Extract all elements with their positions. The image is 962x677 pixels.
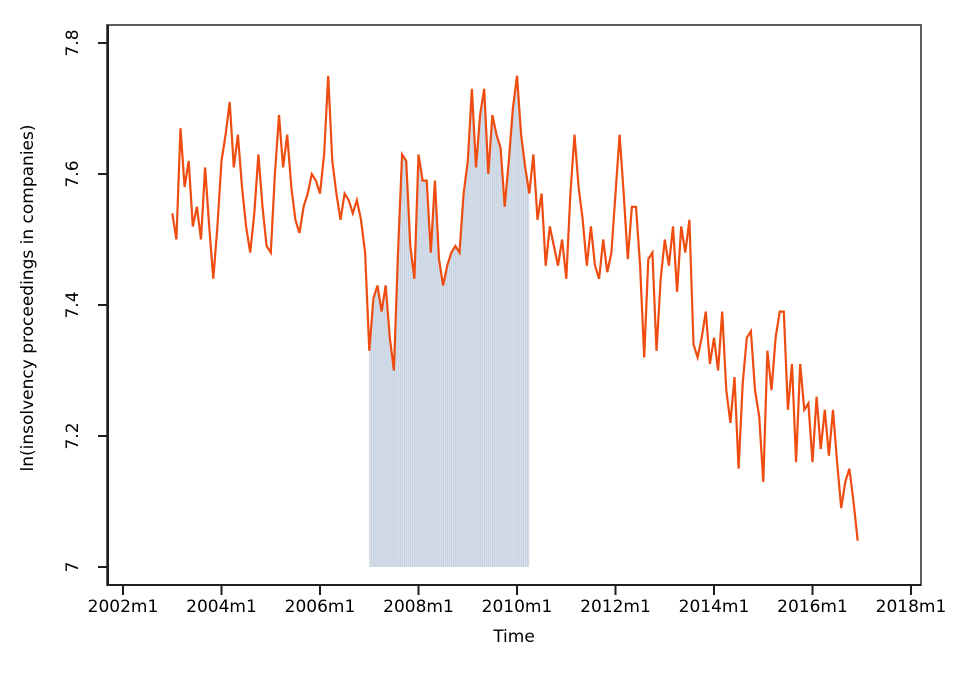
x-tick-label: 2010m1	[482, 597, 553, 617]
insolvency-line-series	[171, 75, 859, 541]
y-tick-label: 7.2	[63, 422, 83, 449]
x-axis-ticks: 2002m1 2004m1 2006m1 2008m1 2010m1 2012m1 2014…	[88, 586, 947, 617]
y-tick-label: 7	[63, 562, 83, 573]
y-tick-label: 7.8	[63, 29, 83, 56]
x-axis-title: Time	[492, 627, 535, 647]
y-axis-title: ln(insolvency proceedings in companies)	[18, 125, 38, 472]
x-tick-label: 2004m1	[186, 597, 257, 617]
crisis-shaded-region	[369, 75, 530, 568]
x-tick-label: 2008m1	[383, 597, 454, 617]
y-axis-ticks: 7 7.2 7.4 7.6 7.8	[63, 29, 107, 572]
x-tick-label: 2002m1	[88, 597, 159, 617]
y-tick-label: 7.6	[63, 160, 83, 187]
x-tick-label: 2012m1	[580, 597, 651, 617]
x-tick-label: 2016m1	[777, 597, 848, 617]
y-tick-label: 7.4	[63, 291, 83, 318]
x-tick-label: 2014m1	[679, 597, 750, 617]
x-tick-label: 2006m1	[285, 597, 356, 617]
x-tick-label: 2018m1	[876, 597, 947, 617]
